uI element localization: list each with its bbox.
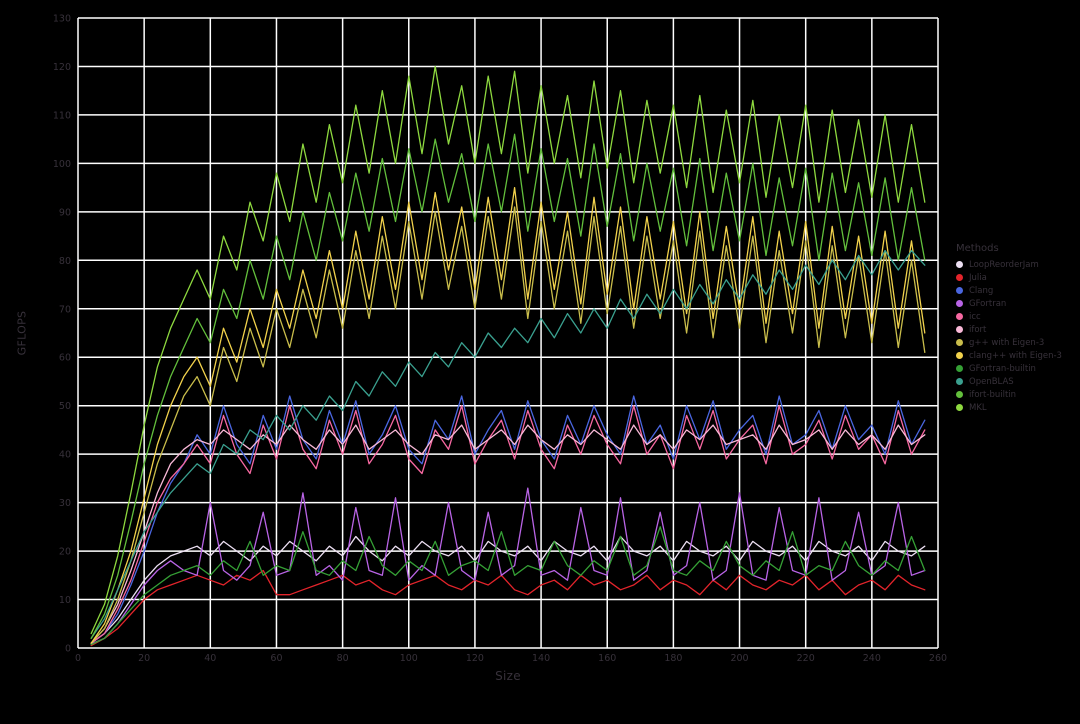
legend-marker-icon (956, 365, 963, 372)
y-tick-label: 30 (59, 498, 71, 509)
x-tick-label: 240 (863, 653, 881, 664)
legend-item: Clang (956, 284, 1062, 297)
legend-marker-icon (956, 391, 963, 398)
legend-marker-icon (956, 313, 963, 320)
legend-items: LoopReorderJam Julia Clang GFortran icc ifort… (956, 258, 1062, 414)
y-tick-label: 20 (59, 547, 71, 558)
legend-item-label: GFortran-builtin (969, 363, 1036, 374)
legend-item-label: MKL (969, 402, 987, 413)
x-tick-label: 120 (466, 653, 484, 664)
x-tick-label: 0 (75, 653, 81, 664)
x-tick-label: 220 (797, 653, 815, 664)
legend-item: LoopReorderJam (956, 258, 1062, 271)
x-tick-label: 60 (270, 653, 282, 664)
legend-item: OpenBLAS (956, 375, 1062, 388)
series-line-g-with-eigen-3 (90, 206, 926, 644)
legend-item-label: Clang (969, 285, 994, 296)
legend-marker-icon (956, 352, 963, 359)
legend-item: ifort-builtin (956, 388, 1062, 401)
y-tick-label: 90 (59, 207, 71, 218)
y-tick-label: 120 (53, 62, 71, 73)
y-tick-label: 10 (59, 595, 71, 606)
y-tick-label: 40 (59, 450, 71, 461)
x-tick-label: 140 (532, 653, 550, 664)
series-line-gfortran-builtin (90, 526, 926, 646)
y-tick-label: 50 (59, 401, 71, 412)
legend-item-label: LoopReorderJam (969, 259, 1039, 270)
x-tick-label: 40 (204, 653, 216, 664)
y-tick-label: 80 (59, 256, 71, 267)
legend-marker-icon (956, 261, 963, 268)
y-tick-label: 110 (53, 110, 71, 121)
series-line-ifort (90, 424, 926, 644)
legend-marker-icon (956, 404, 963, 411)
legend: Methods LoopReorderJam Julia Clang GFortran… (956, 243, 1062, 414)
legend-item-label: GFortran (969, 298, 1007, 309)
legend-item-label: ifort (969, 324, 987, 335)
legend-marker-icon (956, 326, 963, 333)
x-axis-label: Size (495, 669, 521, 683)
x-tick-label: 260 (929, 653, 947, 664)
x-tick-label: 20 (138, 653, 150, 664)
y-tick-label: 130 (53, 14, 71, 25)
y-tick-label: 60 (59, 353, 71, 364)
legend-item: clang++ with Eigen-3 (956, 349, 1062, 362)
legend-marker-icon (956, 378, 963, 385)
legend-title: Methods (956, 243, 999, 254)
x-tick-label: 180 (664, 653, 682, 664)
legend-item: MKL (956, 401, 1062, 414)
y-axis-label: GFLOPS (15, 310, 29, 356)
x-tick-label: 200 (730, 653, 748, 664)
series-line-openblas (90, 249, 926, 639)
y-tick-label: 70 (59, 304, 71, 315)
legend-marker-icon (956, 300, 963, 307)
legend-item: GFortran-builtin (956, 362, 1062, 375)
series-line-ifort-builtin (90, 133, 926, 639)
legend-marker-icon (956, 287, 963, 294)
series-line-julia (90, 569, 926, 647)
legend-item: GFortran (956, 297, 1062, 310)
legend-marker-icon (956, 274, 963, 281)
legend-item: ifort (956, 323, 1062, 336)
legend-marker-icon (956, 339, 963, 346)
series-line-clang-with-eigen-3 (90, 186, 926, 644)
legend-item-label: ifort-builtin (969, 389, 1017, 400)
legend-item: icc (956, 310, 1062, 323)
x-tick-label: 100 (400, 653, 418, 664)
x-tick-label: 160 (598, 653, 616, 664)
legend-item-label: Julia (969, 272, 987, 283)
legend-item-label: g++ with Eigen-3 (969, 337, 1045, 348)
legend-item-label: clang++ with Eigen-3 (969, 350, 1062, 361)
y-tick-label: 0 (65, 644, 71, 655)
legend-item-label: icc (969, 311, 981, 322)
y-tick-label: 100 (53, 159, 71, 170)
series-line-mkl (90, 65, 926, 635)
legend-item: g++ with Eigen-3 (956, 336, 1062, 349)
legend-item: Julia (956, 271, 1062, 284)
series-line-gfortran (90, 487, 926, 645)
series-line-clang (90, 395, 926, 644)
legend-item-label: OpenBLAS (969, 376, 1014, 387)
x-tick-label: 80 (337, 653, 349, 664)
